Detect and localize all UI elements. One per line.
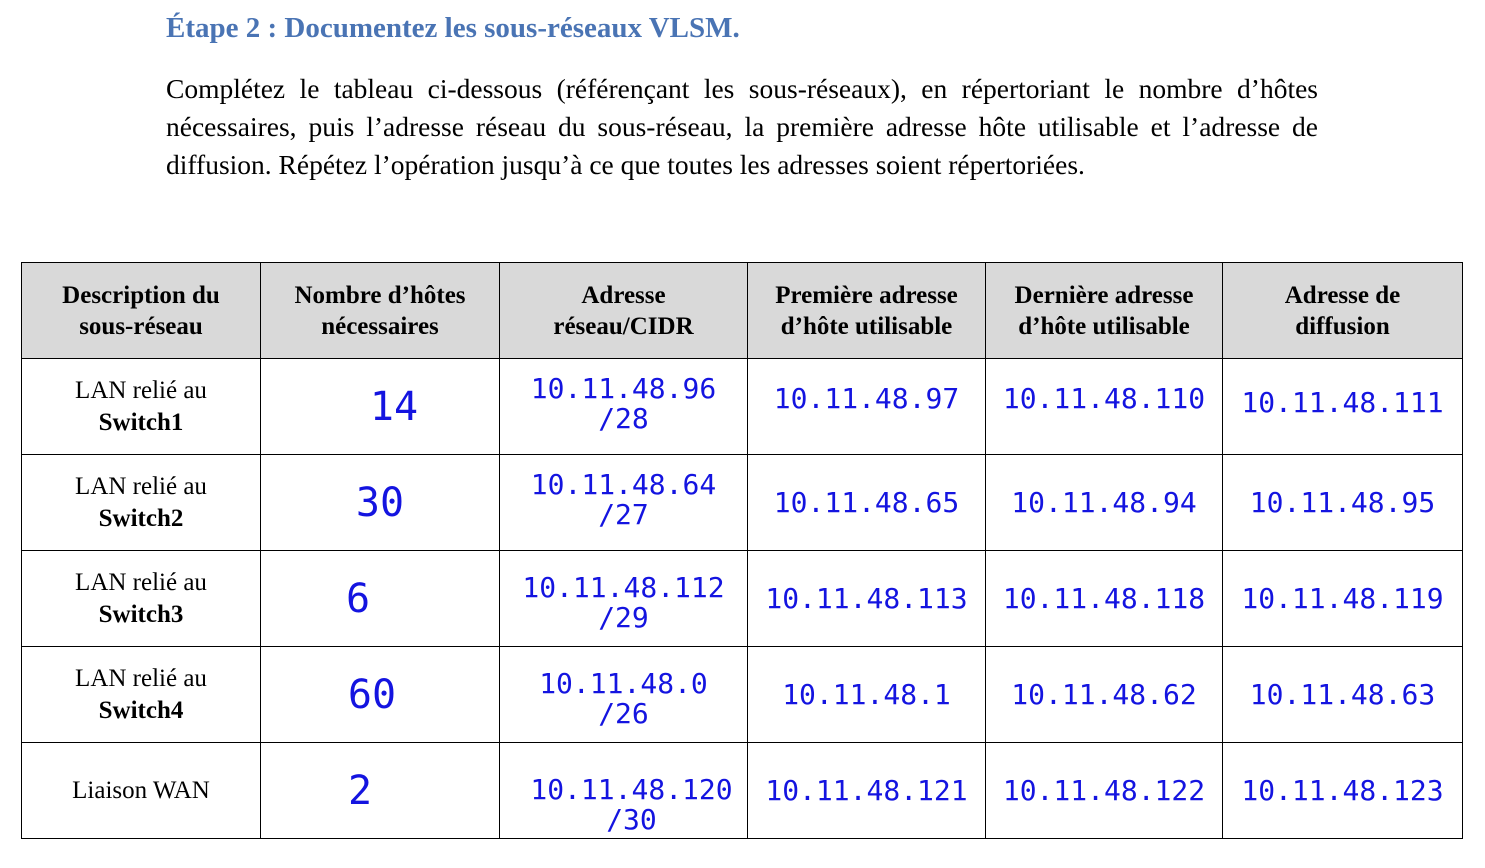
- subnet-description: LAN relié au Switch1: [21, 358, 261, 455]
- table-row: LAN relié au Switch3 6 10.11.48.112/29 10…: [21, 550, 1463, 647]
- subnet-description: LAN relié au Switch2: [21, 454, 261, 551]
- header-hosts: Nombre d’hôtes nécessaires: [260, 262, 500, 359]
- network-cidr: 10.11.48.64/27: [499, 454, 748, 551]
- step-heading: Étape 2 : Documentez les sous-réseaux VL…: [166, 12, 740, 44]
- header-last-host: Dernière adresse d’hôte utilisable: [985, 262, 1223, 359]
- table-row: LAN relié au Switch2 30 10.11.48.64/27 10…: [21, 454, 1463, 551]
- instructions-paragraph: Complétez le tableau ci-dessous (référen…: [166, 73, 1318, 180]
- last-host: 10.11.48.110: [985, 358, 1223, 455]
- first-host: 10.11.48.65: [747, 454, 986, 551]
- network-cidr: 10.11.48.96/28: [499, 358, 748, 455]
- header-first-host: Première adresse d’hôte utilisable: [747, 262, 986, 359]
- hosts-needed: 2: [260, 742, 500, 839]
- table-row: LAN relié au Switch1 14 10.11.48.96/28 10…: [21, 358, 1463, 455]
- header-description: Description du sous-réseau: [21, 262, 261, 359]
- last-host: 10.11.48.94: [985, 454, 1223, 551]
- hosts-needed: 60: [260, 646, 500, 743]
- subnet-description: LAN relié au Switch3: [21, 550, 261, 647]
- hosts-needed: 6: [260, 550, 500, 647]
- subnet-description: Liaison WAN: [21, 742, 261, 839]
- first-host: 10.11.48.121: [747, 742, 986, 839]
- hosts-needed: 30: [260, 454, 500, 551]
- broadcast-address: 10.11.48.63: [1222, 646, 1463, 743]
- last-host: 10.11.48.118: [985, 550, 1223, 647]
- broadcast-address: 10.11.48.95: [1222, 454, 1463, 551]
- network-cidr: 10.11.48.112/29: [499, 550, 748, 647]
- table-row: Liaison WAN 2 10.11.48.120/30 10.11.48.1…: [21, 742, 1463, 839]
- broadcast-address: 10.11.48.111: [1222, 358, 1463, 455]
- broadcast-address: 10.11.48.119: [1222, 550, 1463, 647]
- first-host: 10.11.48.97: [747, 358, 986, 455]
- vlsm-table: Description du sous-réseau Nombre d’hôtes…: [21, 262, 1463, 839]
- first-host: 10.11.48.1: [747, 646, 986, 743]
- header-network-cidr: Adresse réseau/CIDR: [499, 262, 748, 359]
- hosts-needed: 14: [260, 358, 500, 455]
- first-host: 10.11.48.113: [747, 550, 986, 647]
- table-row: LAN relié au Switch4 60 10.11.48.0/26 10.…: [21, 646, 1463, 743]
- network-cidr: 10.11.48.120/30: [499, 742, 748, 839]
- last-host: 10.11.48.62: [985, 646, 1223, 743]
- broadcast-address: 10.11.48.123: [1222, 742, 1463, 839]
- table-header-row: Description du sous-réseau Nombre d’hôtes…: [21, 262, 1463, 359]
- last-host: 10.11.48.122: [985, 742, 1223, 839]
- network-cidr: 10.11.48.0/26: [499, 646, 748, 743]
- header-broadcast: Adresse de diffusion: [1222, 262, 1463, 359]
- subnet-description: LAN relié au Switch4: [21, 646, 261, 743]
